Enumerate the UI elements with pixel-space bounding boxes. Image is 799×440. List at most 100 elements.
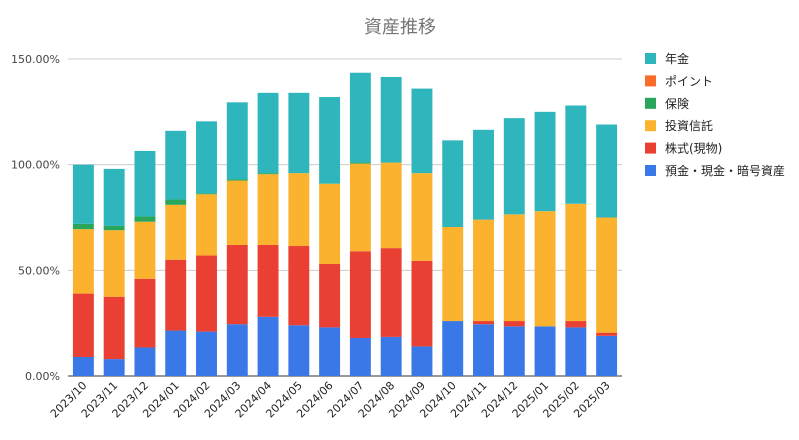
bar-segment[interactable]	[380, 248, 402, 337]
bar-segment[interactable]	[442, 140, 464, 228]
bar-segment[interactable]	[134, 278, 156, 348]
bar-segment[interactable]	[288, 92, 310, 174]
bar-segment[interactable]	[196, 121, 217, 194]
bar-segment[interactable]	[288, 173, 310, 247]
bar-segment[interactable]	[319, 97, 341, 184]
bar-segment[interactable]	[257, 174, 279, 245]
bar-segment[interactable]	[288, 325, 310, 376]
y-tick-label: 0.00%	[25, 370, 60, 383]
bar-segment[interactable]	[134, 347, 156, 376]
bar-segment[interactable]	[226, 102, 248, 180]
legend-label: 株式(現物)	[665, 141, 722, 156]
y-tick-label: 150.00%	[11, 53, 60, 66]
chart-title: 資産推移	[364, 17, 436, 38]
legend-swatch	[645, 53, 656, 64]
legend-label: ポイント	[665, 74, 713, 88]
bar-segment[interactable]	[473, 219, 494, 322]
legend-swatch	[645, 165, 656, 176]
y-tick-label: 50.00%	[18, 264, 60, 277]
legend-label: 預金・現金・暗号資産	[665, 163, 785, 178]
bar-segment[interactable]	[165, 330, 187, 376]
bar-segment[interactable]	[134, 216, 156, 222]
bar-segment[interactable]	[503, 214, 525, 322]
bar-segment[interactable]	[596, 332, 618, 336]
bar-segment[interactable]	[565, 321, 587, 328]
bars	[72, 72, 618, 376]
bar-segment[interactable]	[473, 129, 494, 220]
bar-segment[interactable]	[103, 168, 125, 226]
bar-segment[interactable]	[534, 326, 556, 376]
bar-segment[interactable]	[565, 105, 587, 204]
bar-segment[interactable]	[103, 296, 125, 360]
bar-segment[interactable]	[165, 259, 187, 331]
bar-segment[interactable]	[165, 130, 187, 200]
legend-label: 年金	[665, 51, 689, 66]
bar-segment[interactable]	[503, 321, 525, 327]
bar-segment[interactable]	[349, 72, 371, 163]
bar-segment[interactable]	[103, 359, 125, 376]
legend-swatch	[645, 120, 656, 132]
bar-segment[interactable]	[442, 227, 464, 322]
bar-segment[interactable]	[72, 229, 94, 294]
grid-lines	[68, 58, 622, 377]
bar-segment[interactable]	[349, 162, 371, 164]
bar-segment[interactable]	[226, 179, 248, 181]
legend-swatch	[645, 75, 656, 87]
bar-segment[interactable]	[257, 244, 279, 317]
bar-segment[interactable]	[473, 321, 494, 325]
bar-segment[interactable]	[196, 194, 217, 256]
bar-segment[interactable]	[72, 223, 94, 230]
bar-segment[interactable]	[319, 183, 341, 264]
bar-segment[interactable]	[134, 150, 156, 217]
bar-segment[interactable]	[165, 204, 187, 260]
bar-segment[interactable]	[534, 111, 556, 212]
bar-segment[interactable]	[503, 326, 525, 376]
bar-segment[interactable]	[380, 76, 402, 163]
bar-segment[interactable]	[565, 327, 587, 376]
bar-segment[interactable]	[534, 211, 556, 327]
legend-swatch	[645, 142, 656, 154]
bar-segment[interactable]	[411, 346, 433, 376]
bar-segment[interactable]	[349, 251, 371, 338]
bar-segment[interactable]	[196, 331, 217, 376]
bar-segment[interactable]	[226, 244, 248, 325]
bar-segment[interactable]	[411, 260, 433, 347]
bar-segment[interactable]	[134, 221, 156, 279]
bar-segment[interactable]	[596, 124, 618, 218]
bar-segment[interactable]	[226, 324, 248, 376]
bar-segment[interactable]	[596, 217, 618, 333]
y-tick-label: 100.00%	[11, 159, 60, 172]
bar-segment[interactable]	[196, 193, 217, 195]
bar-segment[interactable]	[165, 199, 187, 205]
y-axis-ticks: 0.00% 50.00% 100.00% 150.00%	[11, 53, 60, 383]
legend-label: 保険	[665, 97, 689, 111]
bar-segment[interactable]	[349, 337, 371, 376]
legend-swatch	[645, 97, 656, 109]
bar-segment[interactable]	[473, 324, 494, 376]
bar-segment[interactable]	[565, 203, 587, 322]
bar-segment[interactable]	[257, 173, 279, 175]
bar-segment[interactable]	[288, 246, 310, 326]
bar-segment[interactable]	[257, 92, 279, 174]
bar-segment[interactable]	[319, 263, 341, 328]
bar-segment[interactable]	[72, 164, 94, 224]
bar-segment[interactable]	[72, 293, 94, 357]
bar-segment[interactable]	[380, 336, 402, 376]
bar-segment[interactable]	[442, 321, 464, 376]
bar-segment[interactable]	[596, 335, 618, 376]
bar-segment[interactable]	[380, 162, 402, 249]
bar-segment[interactable]	[103, 230, 125, 297]
bar-segment[interactable]	[196, 255, 217, 332]
bar-segment[interactable]	[411, 173, 433, 261]
bar-segment[interactable]	[72, 356, 94, 376]
bar-segment[interactable]	[411, 88, 433, 174]
bar-segment[interactable]	[257, 316, 279, 376]
bar-segment[interactable]	[226, 180, 248, 245]
bar-segment[interactable]	[103, 225, 125, 231]
x-axis-ticks: 2023/102023/112023/122024/012024/022024/…	[48, 379, 613, 421]
bar-segment[interactable]	[349, 163, 371, 252]
bar-segment[interactable]	[503, 118, 525, 215]
bar-segment[interactable]	[319, 327, 341, 376]
